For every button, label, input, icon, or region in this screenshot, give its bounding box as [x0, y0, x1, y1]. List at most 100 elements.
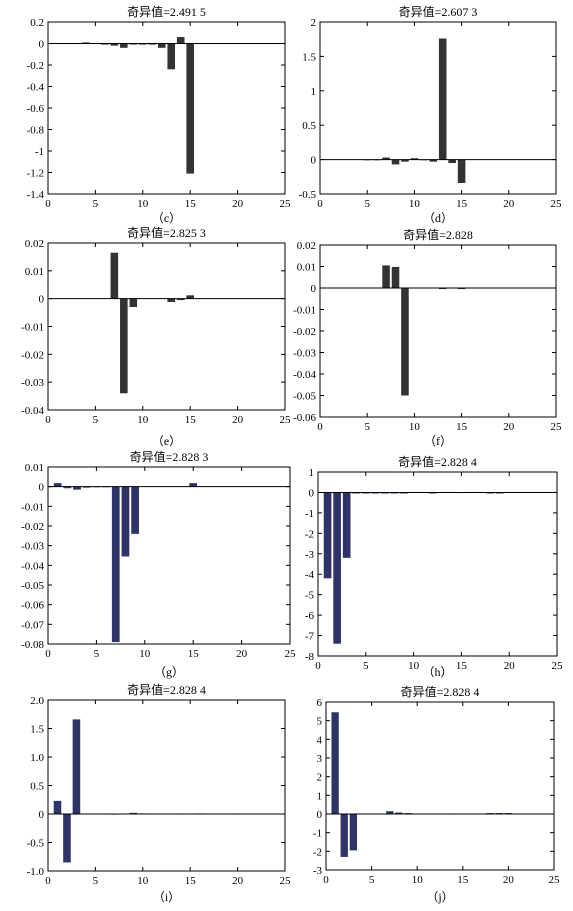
x-tick-label: 5 [93, 198, 99, 210]
x-tick-label: 25 [280, 414, 292, 426]
x-tick-label: 25 [285, 648, 297, 660]
bar [382, 265, 390, 288]
y-tick-label: 0 [311, 283, 317, 295]
plot-frame [319, 244, 557, 418]
y-tick-label: 6 [317, 697, 323, 709]
bar [167, 43, 176, 70]
x-tick-label: 5 [93, 414, 99, 426]
bar [382, 157, 390, 160]
panel-caption: （f） [424, 434, 452, 448]
bar [331, 712, 339, 814]
x-tick-label: 0 [315, 660, 321, 672]
plot-frame [319, 21, 557, 195]
y-tick-label: 1 [309, 467, 315, 479]
x-tick-label: 0 [317, 421, 323, 433]
y-tick-label: 0.01 [25, 462, 44, 474]
bar [110, 252, 119, 299]
y-tick-label: 0.2 [30, 17, 44, 29]
chart-title: 奇异值=2.828 4 [401, 684, 480, 699]
y-tick-label: -0.06 [293, 412, 316, 424]
bar [129, 43, 138, 45]
x-tick-label: 10 [412, 874, 424, 886]
bar [381, 492, 389, 494]
panel-caption: （j） [426, 890, 453, 904]
y-tick-label: 2.0 [30, 695, 44, 707]
x-tick-label: 10 [137, 875, 149, 887]
x-tick-label: 10 [409, 421, 421, 433]
y-tick-label: 4 [317, 734, 323, 746]
y-tick-label: 0.01 [25, 266, 44, 278]
y-tick-label: -0.02 [21, 349, 44, 361]
bar [342, 492, 351, 558]
y-tick-label: 0 [39, 482, 45, 494]
bar [111, 486, 120, 643]
panel-caption: （h） [422, 665, 452, 679]
bar [176, 298, 185, 301]
x-tick-label: 0 [45, 875, 51, 887]
y-tick-label: 1.5 [30, 724, 44, 736]
bar [429, 159, 438, 162]
y-tick-label: 0.5 [302, 120, 316, 132]
bar [148, 43, 157, 45]
panel-caption: （e） [152, 434, 181, 448]
x-tick-label: 0 [317, 198, 323, 210]
x-tick-label: 20 [232, 198, 244, 210]
y-tick-label: -0.02 [21, 521, 44, 533]
plot-frame [47, 21, 286, 195]
bar [53, 800, 62, 814]
panel-caption: （g） [154, 665, 184, 679]
y-tick-label: -0.4 [27, 82, 45, 94]
bar [457, 288, 466, 290]
x-tick-label: 25 [551, 421, 563, 433]
bar [101, 43, 109, 45]
plot-frame [47, 699, 286, 872]
x-tick-label: 25 [552, 660, 564, 672]
bar [63, 814, 71, 863]
y-tick-label: -0.04 [21, 405, 44, 417]
x-tick-label: 10 [137, 198, 149, 210]
bar [139, 43, 147, 45]
y-tick-label: -6 [305, 610, 315, 622]
y-tick-label: -4 [305, 569, 315, 581]
x-tick-label: 15 [456, 660, 468, 672]
y-tick-label: -0.04 [21, 560, 44, 572]
chart-title: 奇异值=2.828 4 [127, 682, 206, 697]
plot-frame [325, 701, 555, 871]
y-tick-label: -1 [35, 146, 44, 158]
bar [401, 288, 409, 396]
bar [410, 158, 419, 160]
y-tick-label: 0.5 [30, 781, 44, 793]
y-tick-label: -0.02 [293, 326, 316, 338]
bar [131, 486, 139, 534]
bar [401, 159, 409, 162]
y-tick-label: 0.02 [25, 238, 44, 250]
x-tick-label: 20 [232, 414, 244, 426]
bar [457, 159, 466, 183]
y-tick-label: -1.0 [27, 866, 45, 878]
bar [120, 43, 128, 48]
x-tick-label: 25 [280, 198, 292, 210]
y-tick-label: -0.03 [293, 348, 316, 360]
y-tick-label: 0 [39, 294, 45, 306]
y-tick-label: 0.02 [297, 240, 316, 252]
bar [167, 298, 176, 303]
x-tick-label: 0 [45, 414, 51, 426]
y-tick-label: 0 [311, 155, 317, 167]
y-tick-label: 5 [317, 716, 323, 728]
bar [129, 298, 138, 308]
y-tick-label: -0.6 [27, 103, 45, 115]
y-tick-label: -2 [313, 846, 322, 858]
chart-panel-e: 奇异值=2.825 3 0 5 10 15 20 25 0.02 0.01 0 -0.01 -0.02… [21, 225, 291, 448]
x-tick-label: 20 [503, 198, 515, 210]
y-tick-label: -0.01 [21, 322, 44, 334]
bar [391, 159, 400, 165]
bar [110, 43, 119, 46]
x-tick-label: 15 [185, 414, 197, 426]
bar [129, 812, 138, 814]
bar [120, 298, 128, 394]
x-tick-label: 15 [188, 648, 200, 660]
bar [186, 295, 194, 299]
x-tick-label: 10 [409, 198, 421, 210]
